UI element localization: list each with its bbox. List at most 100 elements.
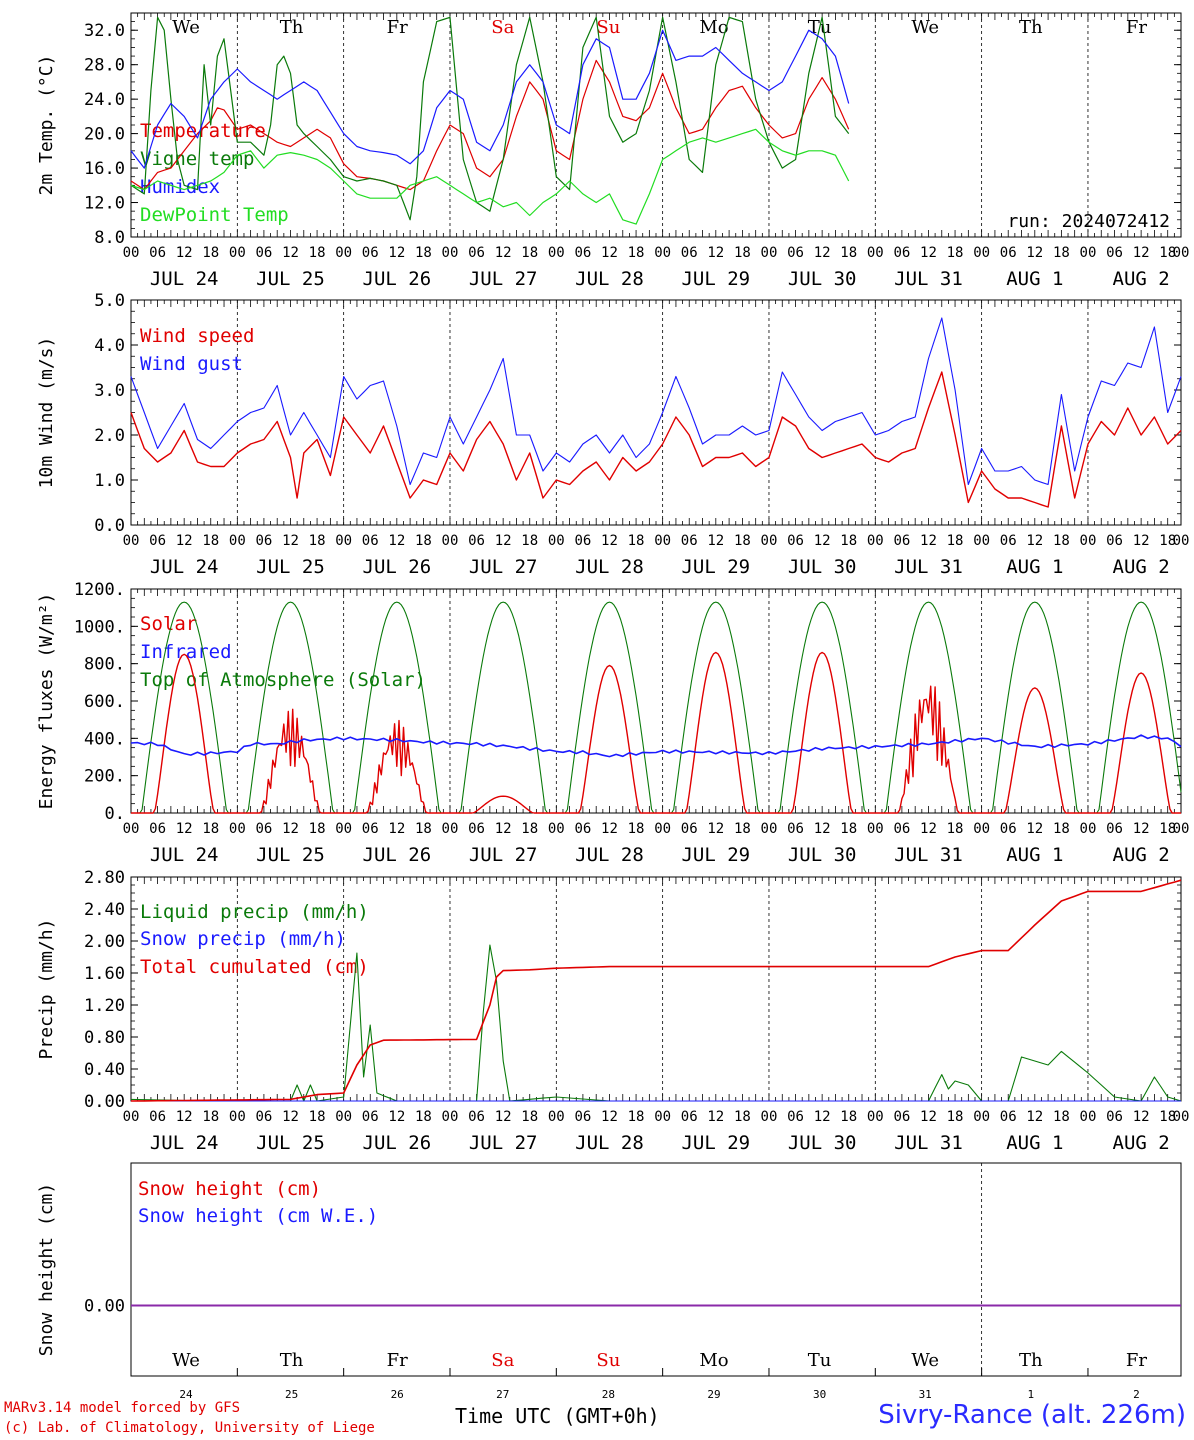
panel-3-date-label: JUL 26 — [363, 844, 432, 866]
panel-1-hour-label: 00 — [761, 245, 778, 261]
panel-1-hour-label: 06 — [787, 245, 804, 261]
panel-2-hour-label: 12 — [388, 533, 405, 549]
panel-4-hour-label: 18 — [734, 1109, 751, 1125]
weekday-label-bottom: Sa — [491, 1350, 514, 1371]
panel-4-hour-label: 12 — [176, 1109, 193, 1125]
panel-2-y-tick-label: 4.0 — [94, 336, 125, 356]
panel-3-hour-label: 06 — [255, 821, 272, 837]
panel-2-hour-label: 18 — [628, 533, 645, 549]
panel-2-hour-label: 12 — [601, 533, 618, 549]
panel-4-hour-label: 18 — [309, 1109, 326, 1125]
panel-1-hour-label: 12 — [1026, 245, 1043, 261]
panel-2-date-label: JUL 28 — [575, 556, 644, 578]
panel-3-hour-label: 18 — [840, 821, 857, 837]
panel-2-hour-label: 12 — [1133, 533, 1150, 549]
panel-3-legend-2: Infrared — [140, 641, 232, 663]
panel-3-frame — [130, 588, 1182, 814]
panel-1-hour-label: 06 — [255, 245, 272, 261]
panel-1-y-tick-label: 28.0 — [84, 56, 125, 76]
panel-2-legend-1: Wind speed — [140, 325, 254, 347]
panel-2-hour-label: 00 — [229, 533, 246, 549]
day-number-label: 2 — [1133, 1388, 1140, 1401]
panel-3-y-tick-label: 200. — [84, 767, 125, 787]
panel-2-hour-label: 06 — [1000, 533, 1017, 549]
panel-2-hour-label: 12 — [814, 533, 831, 549]
panel-4-y-tick-label: 0.40 — [84, 1060, 125, 1080]
panel-1-hour-label: 00 — [442, 245, 459, 261]
panel-2-date-label: AUG 1 — [1006, 556, 1063, 578]
panel-4-hour-label: 06 — [787, 1109, 804, 1125]
panel-3-hour-label: 18 — [202, 821, 219, 837]
panel-1-y-tick-label: 24.0 — [84, 90, 125, 110]
precip-series-3 — [130, 879, 1182, 1102]
panel-1-hour-label: 18 — [734, 245, 751, 261]
model-line-2: (c) Lab. of Climatology, University of L… — [4, 1420, 375, 1436]
panel-2-date-label: JUL 24 — [150, 556, 219, 578]
day-number-label: 26 — [391, 1388, 404, 1401]
panel-3-hour-label: 12 — [282, 821, 299, 837]
panel-3-hour-label: 00 — [973, 821, 990, 837]
panel-1-legend-2: Vigne temp — [140, 148, 254, 170]
panel-1-y-tick-label: 32.0 — [84, 21, 125, 41]
panel-1-hour-label: 12 — [388, 245, 405, 261]
panel-4-date-label: JUL 31 — [894, 1132, 963, 1154]
panel-1-date-label: JUL 26 — [363, 268, 432, 290]
weekday-label-bottom: Tu — [808, 1350, 832, 1371]
panel-4-hour-label: 00 — [761, 1109, 778, 1125]
panel-2-hour-label: 18 — [947, 533, 964, 549]
panel-4-hour-label: 18 — [415, 1109, 432, 1125]
panel-4-hour-label: 18 — [521, 1109, 538, 1125]
panel-4-hour-label: 12 — [1133, 1109, 1150, 1125]
panel-1-hour-label: 18 — [1053, 245, 1070, 261]
panel-4-hour-label: 00 — [335, 1109, 352, 1125]
panel-2-hour-label: 06 — [787, 533, 804, 549]
panel-1-hour-label: 00 — [229, 245, 246, 261]
panel-3-hour-label: 00 — [442, 821, 459, 837]
panel-1-date-label: JUL 27 — [469, 268, 538, 290]
model-line-1: MARv3.14 model forced by GFS — [4, 1400, 241, 1416]
panel-1-hour-label: 18 — [521, 245, 538, 261]
panel-1-y-tick-label: 8.0 — [94, 228, 125, 248]
panel-1-hour-label: 00 — [548, 245, 565, 261]
panel-1-hour-label: 00 — [867, 245, 884, 261]
panel-4-hour-label: 00 — [442, 1109, 459, 1125]
weekday-label-bottom: Mo — [699, 1350, 728, 1371]
panel-4-date-label: JUL 29 — [681, 1132, 750, 1154]
panel-4-date-label: JUL 30 — [788, 1132, 857, 1154]
panel-3-y-tick-label: 400. — [84, 729, 125, 749]
panel-2-hour-label: 00 — [654, 533, 671, 549]
day-number-label: 30 — [813, 1388, 826, 1401]
solar-series — [131, 651, 1181, 814]
panel-1-y-axis-title: 2m Temp. (°C) — [36, 55, 57, 196]
panel-4-hour-label: 12 — [601, 1109, 618, 1125]
panel-4-hour-label: 12 — [707, 1109, 724, 1125]
panel-1-date-label: JUL 31 — [894, 268, 963, 290]
weekday-label-bottom: Fr — [1126, 1350, 1147, 1371]
panel-1-date-label: JUL 24 — [150, 268, 219, 290]
panel-4-hour-label: 06 — [574, 1109, 591, 1125]
panel-3-hour-label: 06 — [1000, 821, 1017, 837]
panel-3-hour-label: 12 — [176, 821, 193, 837]
panel-4-y-tick-label: 0.80 — [84, 1028, 125, 1048]
panel-2-hour-label: 18 — [202, 533, 219, 549]
panel-1-hour-label: 12 — [920, 245, 937, 261]
panel-3-y-tick-label: 1200. — [74, 580, 125, 600]
panel-4-hour-label: 12 — [495, 1109, 512, 1125]
panel-3-hour-label: 12 — [1133, 821, 1150, 837]
panel-2-hour-label: 12 — [176, 533, 193, 549]
weekday-label: Th — [280, 17, 304, 38]
panel-4-hour-label: 00 — [654, 1109, 671, 1125]
panel-2-hour-label: 06 — [149, 533, 166, 549]
panel-2-hour-label: 06 — [255, 533, 272, 549]
temp-series-1 — [130, 59, 850, 191]
panel-1-hour-label: 06 — [574, 245, 591, 261]
panel-5-frame — [130, 1162, 1182, 1377]
panel-1-date-label: JUL 25 — [256, 268, 325, 290]
panel-4-hour-label: 18 — [628, 1109, 645, 1125]
panel-3-y-tick-label: 1000. — [74, 617, 125, 637]
panel-2-date-label: JUL 30 — [788, 556, 857, 578]
panel-2-y-tick-label: 1.0 — [94, 471, 125, 491]
panel-3-hour-label: 18 — [309, 821, 326, 837]
panel-3-y-tick-label: 800. — [84, 655, 125, 675]
